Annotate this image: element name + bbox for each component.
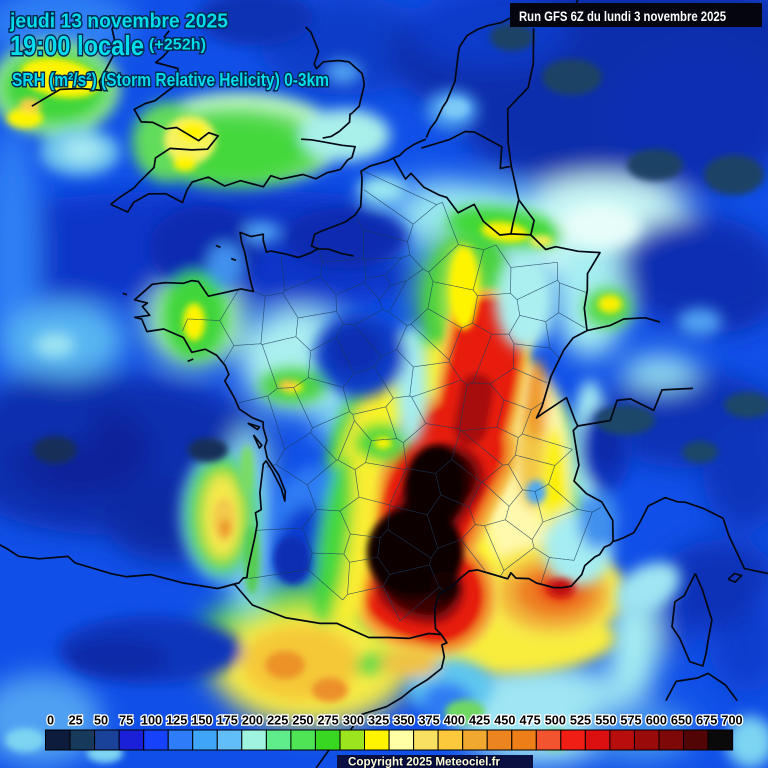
svg-text:350: 350 <box>393 714 414 728</box>
svg-text:375: 375 <box>419 714 440 728</box>
svg-text:125: 125 <box>166 714 187 728</box>
svg-text:275: 275 <box>318 714 339 728</box>
svg-text:25: 25 <box>69 714 83 728</box>
svg-text:300: 300 <box>343 714 364 728</box>
svg-text:600: 600 <box>646 714 667 728</box>
svg-text:150: 150 <box>191 714 212 728</box>
svg-text:475: 475 <box>520 714 541 728</box>
svg-text:550: 550 <box>595 714 616 728</box>
svg-text:0: 0 <box>47 714 54 728</box>
svg-text:450: 450 <box>494 714 515 728</box>
svg-text:50: 50 <box>94 714 108 728</box>
svg-text:325: 325 <box>368 714 389 728</box>
svg-text:75: 75 <box>119 714 133 728</box>
svg-text:700: 700 <box>721 714 742 728</box>
svg-text:675: 675 <box>696 714 717 728</box>
svg-text:250: 250 <box>292 714 313 728</box>
svg-text:200: 200 <box>242 714 263 728</box>
svg-text:425: 425 <box>469 714 490 728</box>
svg-text:175: 175 <box>217 714 238 728</box>
svg-text:Run GFS 6Z du lundi 3 novembre: Run GFS 6Z du lundi 3 novembre 2025 <box>519 9 726 24</box>
svg-text:400: 400 <box>444 714 465 728</box>
svg-text:100: 100 <box>141 714 162 728</box>
svg-text:500: 500 <box>545 714 566 728</box>
svg-text:SRH (m²/s²) (Storm Relative He: SRH (m²/s²) (Storm Relative Helicity) 0-… <box>12 69 329 90</box>
svg-text:650: 650 <box>671 714 692 728</box>
svg-text:575: 575 <box>620 714 641 728</box>
svg-text:225: 225 <box>267 714 288 728</box>
svg-text:(+252h): (+252h) <box>149 37 206 54</box>
svg-text:Copyright 2025 Meteociel.fr: Copyright 2025 Meteociel.fr <box>348 755 500 769</box>
svg-text:19:00 locale: 19:00 locale <box>10 30 144 61</box>
svg-text:525: 525 <box>570 714 591 728</box>
svg-text:jeudi 13 novembre 2025: jeudi 13 novembre 2025 <box>9 10 228 33</box>
